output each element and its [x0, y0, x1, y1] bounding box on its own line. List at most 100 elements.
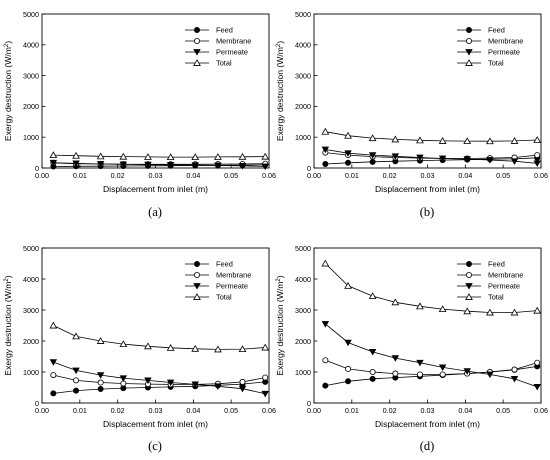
- y-tick-label: 5000: [23, 10, 39, 19]
- chart-panel-2: 0 1000 2000 3000 4000 5000 0.00 0.01 0.02 0.03 0.0…: [275, 10, 548, 219]
- data-point-total: [119, 152, 128, 160]
- x-tick-label: 0.01: [345, 171, 359, 180]
- series-line-feed: [53, 381, 266, 394]
- legend-label-permeate: Permeate: [488, 48, 520, 57]
- legend-marker-total: [465, 59, 473, 66]
- legend-label-feed: Feed: [216, 260, 233, 269]
- x-tick-label: 0.05: [224, 406, 238, 415]
- data-point-total: [463, 307, 472, 315]
- legend-label-permeate: Permeate: [488, 282, 520, 291]
- data-point-permeate: [533, 160, 541, 168]
- x-tick-label: 0.05: [496, 171, 510, 180]
- legend-marker-total: [193, 293, 201, 300]
- data-point-permeate: [261, 390, 269, 398]
- data-point-membrane: [511, 366, 518, 373]
- y-tick-label: 5000: [295, 244, 311, 253]
- x-tick-label: 0.06: [534, 406, 548, 415]
- legend-label-permeate: Permeate: [216, 48, 248, 57]
- data-point-total: [486, 308, 494, 316]
- data-point-permeate: [533, 384, 541, 391]
- y-axis-label-superscript: 2: [4, 43, 10, 47]
- data-point-permeate: [344, 150, 352, 157]
- data-point-total: [261, 152, 270, 160]
- series-line-feed: [325, 157, 538, 165]
- data-point-total: [321, 127, 330, 135]
- data-point-total: [463, 137, 472, 145]
- data-point-permeate: [72, 367, 80, 375]
- x-tick-label: 0.00: [307, 171, 321, 180]
- data-point-permeate: [191, 381, 199, 389]
- data-point-total: [368, 134, 377, 142]
- y-tick-label: 5000: [295, 10, 311, 19]
- data-point-feed: [369, 158, 376, 165]
- data-point-total: [321, 259, 330, 267]
- data-point-total: [416, 302, 424, 310]
- x-tick-label: 0.03: [421, 171, 435, 180]
- data-point-membrane: [392, 370, 399, 377]
- series-line-feed: [325, 366, 538, 386]
- data-point-permeate: [72, 160, 80, 168]
- x-tick-label: 0.01: [73, 406, 87, 415]
- legend-marker-permeate: [193, 283, 201, 290]
- x-tick-label: 0.00: [307, 406, 321, 415]
- data-point-permeate: [214, 162, 222, 170]
- y-axis-label-close: ): [3, 41, 13, 44]
- x-tick-label: 0.02: [383, 406, 397, 415]
- data-point-feed: [345, 378, 352, 385]
- series-line-total: [325, 263, 538, 313]
- series-line-total: [53, 325, 266, 350]
- x-axis-label: Displacement from inlet (m): [103, 184, 208, 194]
- y-tick-label: 1000: [23, 133, 39, 142]
- y-axis-label-superscript: 2: [276, 278, 282, 282]
- data-point-total: [438, 137, 447, 144]
- data-point-total: [72, 332, 80, 340]
- legend-marker-feed: [193, 260, 200, 267]
- data-point-total: [166, 343, 175, 351]
- data-point-permeate: [486, 157, 494, 164]
- y-tick-label: 1000: [295, 368, 311, 377]
- y-tick-label: 3000: [23, 71, 39, 80]
- x-tick-label: 0.05: [224, 171, 238, 180]
- legend-marker-permeate: [465, 283, 473, 290]
- data-point-permeate: [510, 375, 519, 383]
- data-point-total: [416, 136, 424, 144]
- data-point-total: [238, 152, 247, 160]
- data-point-total: [166, 153, 175, 161]
- data-point-permeate: [166, 379, 175, 387]
- x-tick-label: 0.00: [35, 171, 49, 180]
- legend-marker-permeate: [465, 49, 473, 56]
- legend-label-total: Total: [216, 293, 232, 302]
- data-point-membrane: [534, 359, 541, 366]
- data-point-total: [96, 337, 105, 344]
- legend-label-membrane: Membrane: [488, 271, 523, 280]
- legend-marker-total: [465, 293, 473, 300]
- series-line-permeate: [53, 361, 266, 395]
- y-axis-label-close: ): [3, 275, 13, 278]
- data-point-total: [438, 305, 447, 313]
- y-tick-label: 0: [35, 164, 39, 173]
- data-point-total: [72, 151, 80, 159]
- legend-label-permeate: Permeate: [216, 282, 248, 291]
- y-axis-label-superscript: 2: [276, 43, 282, 47]
- legend-label-feed: Feed: [216, 26, 233, 35]
- data-point-total: [191, 344, 200, 352]
- x-tick-label: 0.05: [496, 406, 510, 415]
- data-point-membrane: [262, 374, 269, 381]
- legend-label-feed: Feed: [488, 26, 505, 35]
- data-point-permeate: [49, 359, 58, 366]
- y-axis-label-close: ): [275, 41, 285, 44]
- y-axis-label-text: Exergy destruction (W/m: [3, 282, 13, 376]
- data-point-permeate: [144, 377, 152, 385]
- panel-label: (d): [420, 439, 435, 453]
- data-point-feed: [73, 387, 80, 394]
- data-point-permeate: [119, 161, 128, 168]
- data-point-feed: [322, 382, 329, 389]
- y-tick-label: 1000: [23, 368, 39, 377]
- y-axis-label: Exergy destruction (W/m2): [3, 275, 13, 375]
- x-tick-label: 0.04: [186, 171, 200, 180]
- x-tick-label: 0.06: [262, 406, 276, 415]
- data-point-permeate: [119, 375, 128, 382]
- data-point-permeate: [96, 161, 105, 168]
- chart-panel-4: 0 1000 2000 3000 4000 5000 0.00 0.01 0.02 0.03 0.0…: [275, 244, 548, 453]
- series-line-permeate: [325, 323, 538, 388]
